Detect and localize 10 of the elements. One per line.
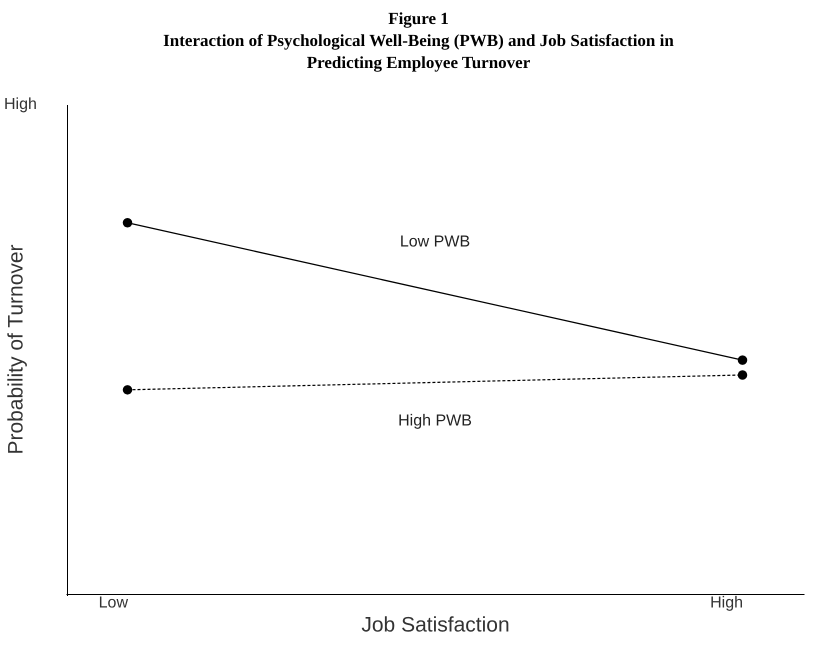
text: Low PWB bbox=[400, 233, 470, 250]
series-label: High PWB bbox=[398, 412, 472, 430]
chart-title: Figure 1 bbox=[387, 8, 450, 30]
point bbox=[122, 385, 132, 395]
text: High bbox=[4, 96, 37, 113]
chart-subtitle: Interaction of Psychological Well-Being (PWB) and Job Satisfaction in Predicting Employee Turnover bbox=[162, 30, 675, 74]
y-axis-title: Probability of Turnover bbox=[4, 244, 28, 455]
point bbox=[738, 370, 748, 380]
x-tick-label: Low bbox=[98, 594, 128, 612]
x-axis-title: Job Satisfaction bbox=[361, 614, 510, 636]
